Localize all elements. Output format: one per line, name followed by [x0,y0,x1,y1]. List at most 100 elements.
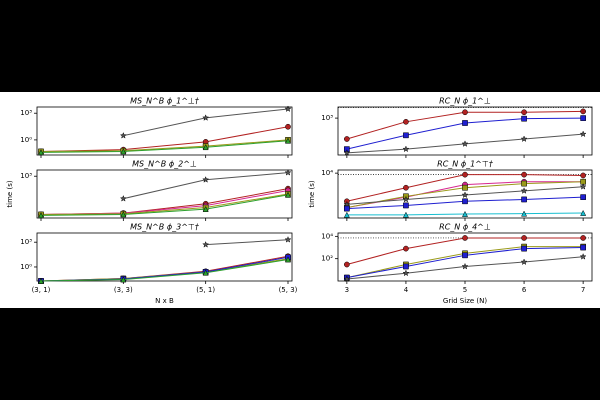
marker [343,211,350,218]
series-line [205,239,289,246]
marker [402,195,410,203]
y-axis-label: time (s) [308,180,316,207]
marker [462,171,468,178]
marker [402,211,409,218]
x-tick-label: 7 [581,286,585,294]
marker [461,210,469,217]
marker [462,235,468,241]
marker [521,196,527,203]
marker [37,212,45,219]
x-tick-label: (3, 1) [32,286,51,294]
x-tick-label: 6 [522,286,527,294]
marker [202,114,210,121]
marker [403,263,409,270]
marker [403,184,409,191]
marker [284,105,292,113]
marker [520,258,528,266]
marker [579,182,587,190]
marker [37,149,45,156]
marker [120,148,127,155]
marker [202,205,209,212]
series-line [40,139,289,152]
marker [403,132,409,139]
x-axis-label: Grid Size (N) [443,297,487,305]
series-line [40,194,289,216]
marker [521,109,527,116]
marker [462,109,468,116]
axes-frame [36,169,293,219]
marker [343,275,351,283]
marker [580,235,586,241]
marker [343,149,351,156]
marker [580,115,586,121]
marker [521,210,528,217]
marker [580,178,586,185]
panel-title: MS_N^B ϕ_3^⊤† [130,223,200,232]
marker [580,209,587,216]
marker [344,205,350,212]
marker [462,252,468,259]
y-tick-label: 10² [321,255,333,263]
panel-title: RC_N ϕ_4^⊥ [439,223,491,232]
marker [520,187,528,194]
y-tick-label: 10⁴ [321,169,333,177]
marker [284,256,292,263]
marker [462,198,468,205]
marker [462,120,468,126]
marker [462,184,468,191]
marker [521,115,527,122]
marker [402,145,410,153]
axes-frame [36,232,293,282]
y-tick-label: 10³ [20,109,32,117]
marker [120,211,127,218]
y-tick-label: 10³ [321,114,333,122]
series-line [40,193,289,215]
marker [521,171,527,178]
marker [580,244,586,251]
marker [202,175,210,183]
axes-frame [36,106,293,156]
y-tick-label: 10⁰ [20,263,32,271]
marker [202,269,209,276]
series-line [40,126,289,152]
x-tick-label: 5 [463,286,467,294]
marker [119,194,127,202]
marker [579,252,587,260]
series-line [40,140,289,153]
marker [403,119,409,125]
x-tick-label: 3 [345,286,349,294]
marker [580,194,586,200]
marker [461,262,469,270]
marker [119,131,127,139]
panel-title: RC_N ϕ_1^⊥ [439,97,491,106]
marker [521,180,527,187]
x-tick-label: (3, 3) [114,286,133,294]
y-axis-label: time (s) [6,180,14,207]
marker [579,130,587,138]
panel-title: MS_N^B ϕ_1^⊥† [130,97,200,106]
marker [284,191,292,198]
marker [580,108,586,115]
marker [284,168,292,176]
y-tick-label: 10⁴ [321,232,333,240]
marker [402,269,410,277]
x-tick-label: (5, 1) [196,286,215,294]
marker [403,202,409,209]
marker [202,240,210,248]
marker [37,277,45,284]
y-tick-label: 10⁰ [20,136,32,144]
marker [521,235,527,241]
marker [284,137,292,144]
marker [120,276,127,283]
marker [580,172,586,179]
x-tick-label: (5, 3) [279,286,298,294]
marker [284,235,292,243]
x-axis-label: N x B [155,297,174,305]
panel-title: RC_N ϕ_1^⊤† [437,160,494,169]
y-tick-label: 10³ [20,172,32,180]
marker [202,144,209,151]
x-tick-label: 4 [404,286,409,294]
marker [403,245,409,252]
